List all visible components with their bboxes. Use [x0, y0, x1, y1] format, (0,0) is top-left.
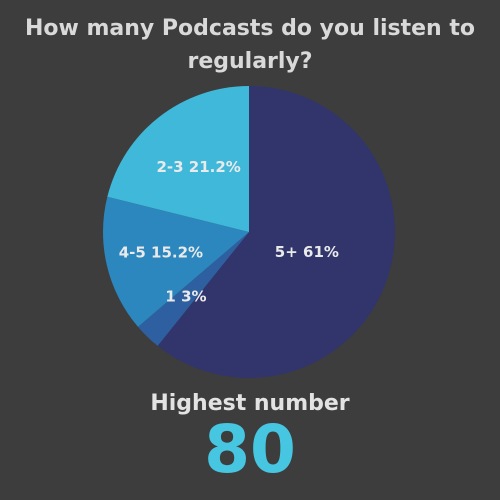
- label-slice-2-3: 2-3 21.2%: [156, 158, 240, 176]
- pie-slice-2-3: [107, 86, 250, 232]
- pie-slice-5plus: [157, 86, 396, 379]
- pie-slice-4-5: [103, 196, 249, 327]
- pie-chart: 5+ 61% 1 3% 4-5 15.2% 2-3 21.2%: [103, 86, 396, 379]
- pie-slice-1: [138, 232, 249, 346]
- chart-title: How many Podcasts do you listen to regul…: [24, 16, 476, 74]
- label-slice-4-5: 4-5 15.2%: [119, 243, 203, 261]
- highest-number-label: Highest number: [150, 391, 350, 416]
- label-slice-1: 1 3%: [165, 288, 206, 306]
- highest-number-value: 80: [204, 411, 296, 488]
- label-slice-5plus: 5+ 61%: [275, 243, 339, 261]
